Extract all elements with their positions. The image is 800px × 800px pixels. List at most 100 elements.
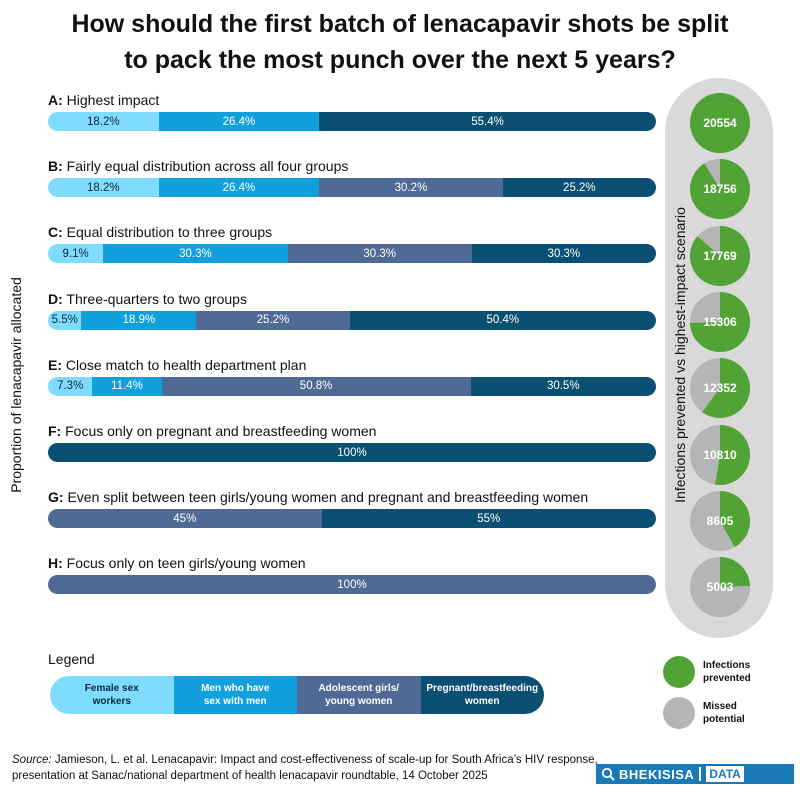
scenario-pie [690,291,750,352]
scenario-label: F: Focus only on pregnant and breastfeed… [48,423,376,439]
title-line-1: How should the first batch of lenacapavi… [71,10,729,38]
scenario-name: Close match to health department plan [62,356,307,373]
bar-segment-pregnant: 55% [321,509,656,529]
pie-value-label: 5003 [706,580,734,595]
legend: Female sex workers Men who have sex with m… [50,676,544,714]
bar-segment-adolescent: 100% [48,575,656,595]
legend-title: Legend [48,651,95,667]
scenario-name: Three-quarters to two groups [62,290,247,307]
scenario-bar: 100% [48,443,656,462]
scenario-pie [690,159,750,220]
source-text-1: Jamieson, L. et al. Lenacapavir: Impact … [51,754,598,766]
scenario-name: Highest impact [62,92,160,108]
legend-item-pregnant: Pregnant/breastfeeding women [420,676,544,714]
pie-prevented-slice [720,490,750,547]
pie-value-label: 8605 [706,513,734,528]
bar-segment-msm: 11.4% [92,376,162,396]
bar-segment-sex-workers: 9.1% [48,244,104,264]
pie-prevented-slice [690,225,750,286]
bar-segment-adolescent: 25.2% [196,310,350,330]
scenario-name: Focus only on teen girls/young women [62,555,306,572]
scenario-letter: C: [48,224,63,241]
scenario-bar: 5.5% 18.9% 25.2% 50.4% [48,310,656,330]
scenario-pie [690,424,750,485]
legend-text: young women [325,696,393,707]
bar-segment-pregnant: 55.4% [319,112,656,131]
bar-segment-msm: 26.4% [158,178,320,198]
scenario-bar: 45% 55% [48,509,656,529]
right-axis-label: Infections prevented vs highest-impact s… [672,207,688,503]
scenario-name: Equal distribution to three groups [62,224,273,241]
legend-text: prevented [703,673,751,684]
logo-text-1: BHEKISISA [619,766,695,782]
pie-prevented-slice [720,557,750,588]
y-axis-label: Proportion of lenacapavir allocated [8,277,24,493]
scenario-name: Even split between teen girls/young wome… [63,489,589,506]
scenario-pie [690,93,750,153]
pie-value-label: 12352 [703,381,737,396]
legend-missed: Missed potential [663,697,745,729]
scenario-letter: B: [48,158,63,175]
prevented-swatch [663,656,695,688]
scenario-label: C: Equal distribution to three groups [48,224,272,240]
scenario-bar: 18.2% 26.4% 55.4% [48,112,656,131]
chart-title: How should the first batch of lenacapavi… [0,6,800,78]
bar-segment-pregnant: 30.5% [470,376,656,396]
scenario-label: E: Close match to health department plan [48,357,306,373]
scenario-name: Focus only on pregnant and breastfeeding… [61,423,377,439]
bar-segment-msm: 30.3% [103,244,288,264]
scenario-bar: 18.2% 26.4% 30.2% 25.2% [48,178,656,198]
legend-item-sex-workers: Female sex workers [50,676,174,714]
legend-text: women [465,696,500,707]
scenario-bar: 9.1% 30.3% 30.3% 30.3% [48,244,656,264]
bar-segment-adolescent: 50.8% [161,376,471,396]
legend-text: potential [703,714,745,725]
bar-segment-pregnant: 50.4% [349,310,656,330]
source-label: Source: [12,754,52,766]
scenario-pie [690,358,750,419]
pie-value-label: 10810 [703,447,737,462]
pie-value-label: 15306 [703,314,737,329]
source-note: Source: Jamieson, L. et al. Lenacapavir:… [12,752,612,784]
legend-prevented: Infections prevented [663,656,751,688]
bhekisisa-logo: BHEKISISA DATA [596,764,794,784]
logo-text-2: DATA [706,766,744,782]
scenario-letter: D: [48,290,63,307]
legend-text: Missed [703,701,737,712]
legend-text: workers [92,696,131,707]
pie-prevented-slice [690,159,750,220]
legend-text: Pregnant/breastfeeding [426,683,539,694]
pie-prevented-slice [690,291,750,352]
title-line-2: to pack the most punch over the next 5 y… [124,46,676,74]
bar-segment-sex-workers: 7.3% [48,376,93,396]
logo-separator [699,767,702,781]
legend-text: Adolescent girls/ [318,683,400,694]
bar-segment-pregnant: 30.3% [471,244,656,264]
bar-segment-pregnant: 100% [48,443,656,462]
scenario-bar: 100% [48,575,656,595]
scenario-name: Fairly equal distribution across all fou… [62,158,349,175]
scenario-label: B: Fairly equal distribution across all … [48,158,348,174]
scenario-letter: E: [48,356,62,373]
bar-segment-sex-workers: 18.2% [48,112,159,131]
scenario-bar: 7.3% 11.4% 50.8% 30.5% [48,376,656,396]
bar-segment-adolescent: 30.2% [319,178,503,198]
pie-prevented-slice [715,424,750,485]
bar-segment-msm: 26.4% [158,112,320,131]
bar-segment-adolescent: 45% [48,509,322,529]
missed-swatch [663,697,695,729]
pie-value-label: 18756 [703,182,737,197]
bar-segment-sex-workers: 5.5% [48,310,82,330]
scenario-pie [690,490,750,551]
scenario-label: A: Highest impact [48,92,159,108]
bar-segment-pregnant: 25.2% [502,178,656,198]
scenario-letter: G: [48,489,64,506]
source-text-2: presentation at Sanac/national departmen… [12,770,488,782]
legend-item-adolescent: Adolescent girls/young women [297,676,421,714]
bar-segment-sex-workers: 18.2% [48,178,159,198]
bar-segment-adolescent: 30.3% [287,244,472,264]
scenario-pie [690,557,750,618]
scenario-label: G: Even split between teen girls/young w… [48,489,588,505]
scenario-label: H: Focus only on teen girls/young women [48,555,306,571]
legend-text: Infections [703,660,751,671]
